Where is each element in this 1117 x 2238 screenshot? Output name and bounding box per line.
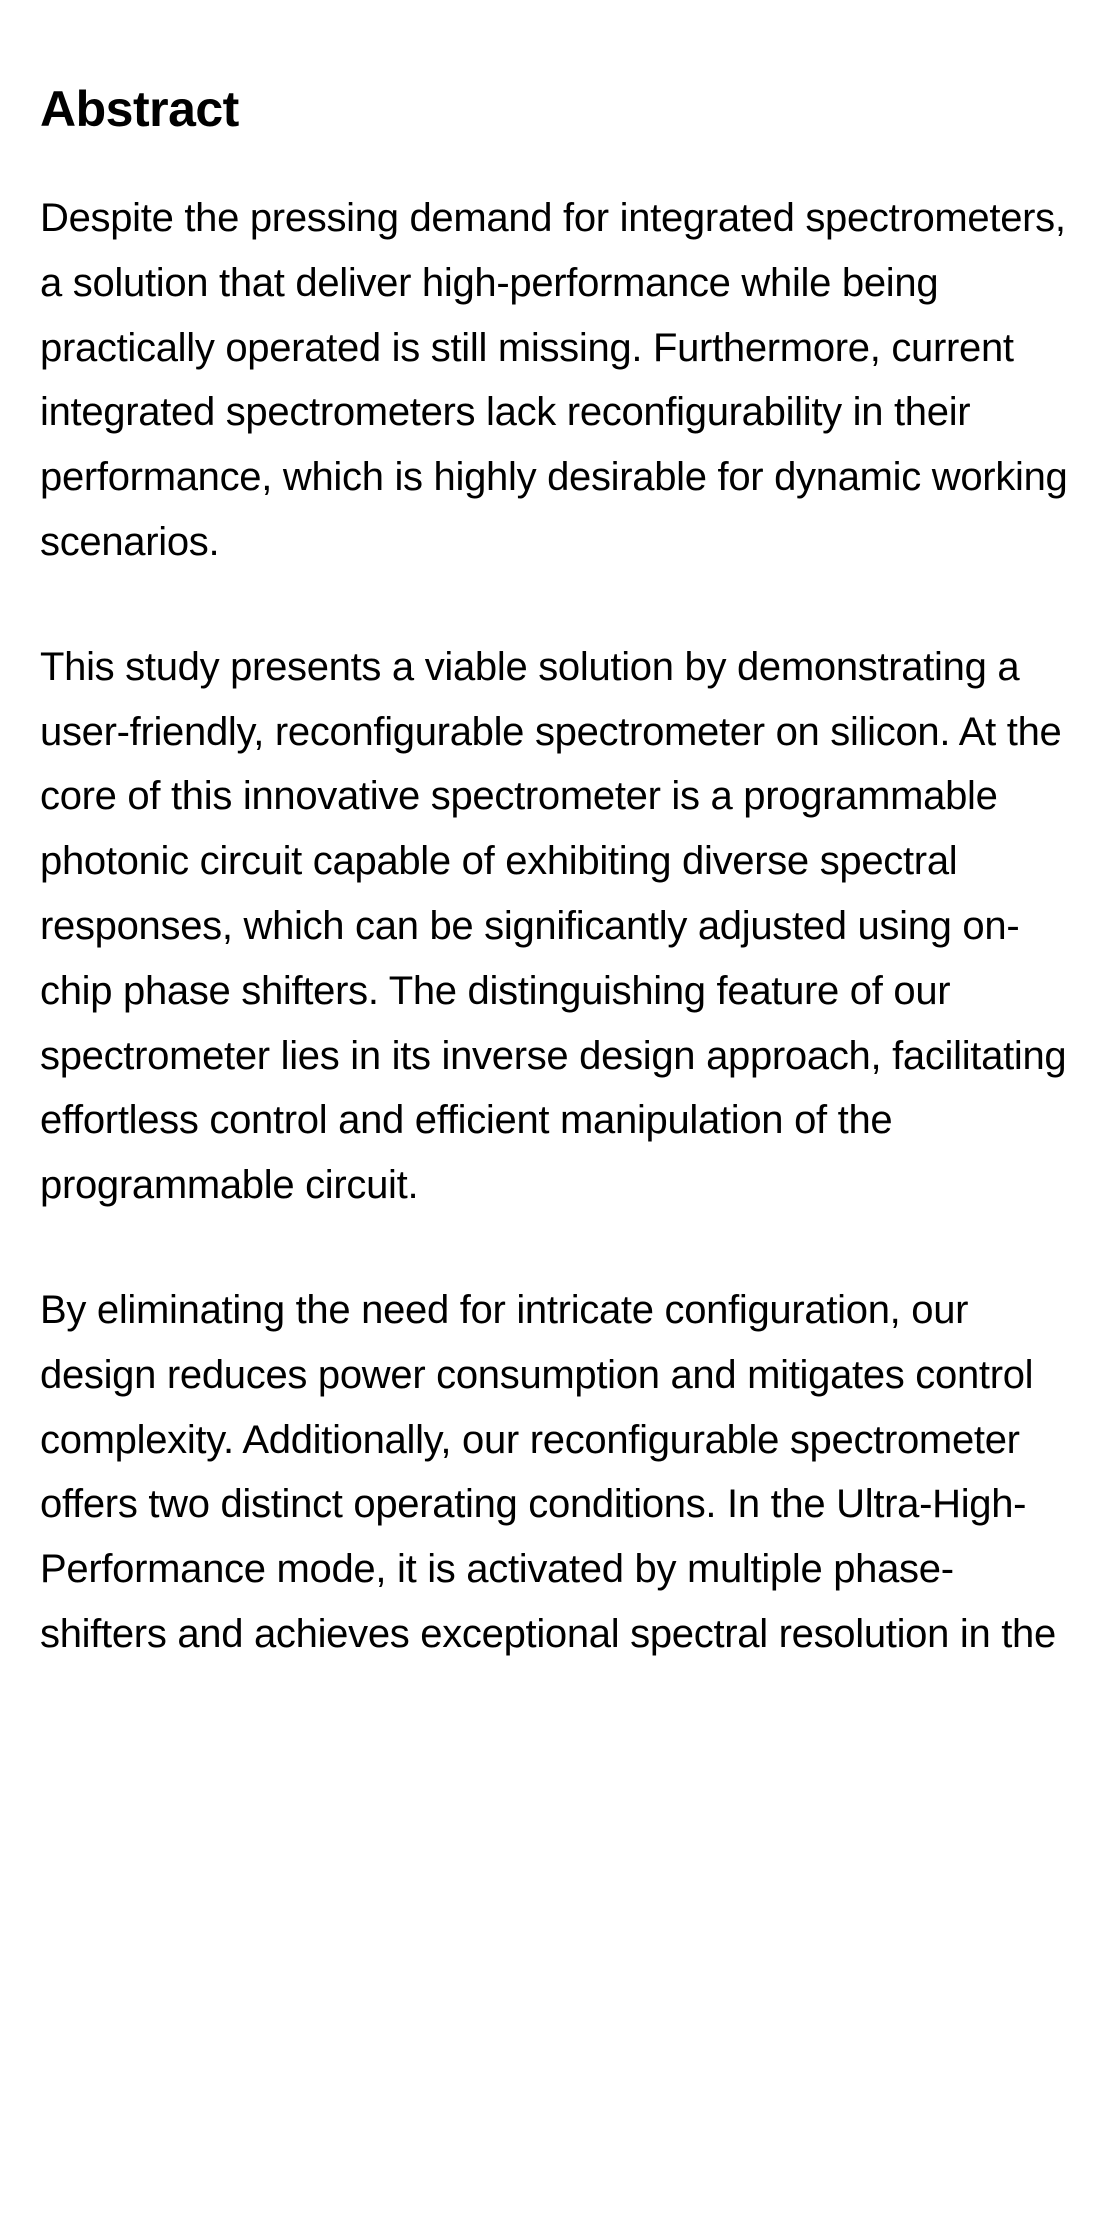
abstract-paragraph: By eliminating the need for intricate co… <box>40 1278 1077 1667</box>
abstract-section: Abstract Despite the pressing demand for… <box>40 80 1077 1667</box>
abstract-paragraph: Despite the pressing demand for integrat… <box>40 186 1077 575</box>
abstract-paragraph: This study presents a viable solution by… <box>40 635 1077 1218</box>
abstract-heading: Abstract <box>40 80 1077 138</box>
